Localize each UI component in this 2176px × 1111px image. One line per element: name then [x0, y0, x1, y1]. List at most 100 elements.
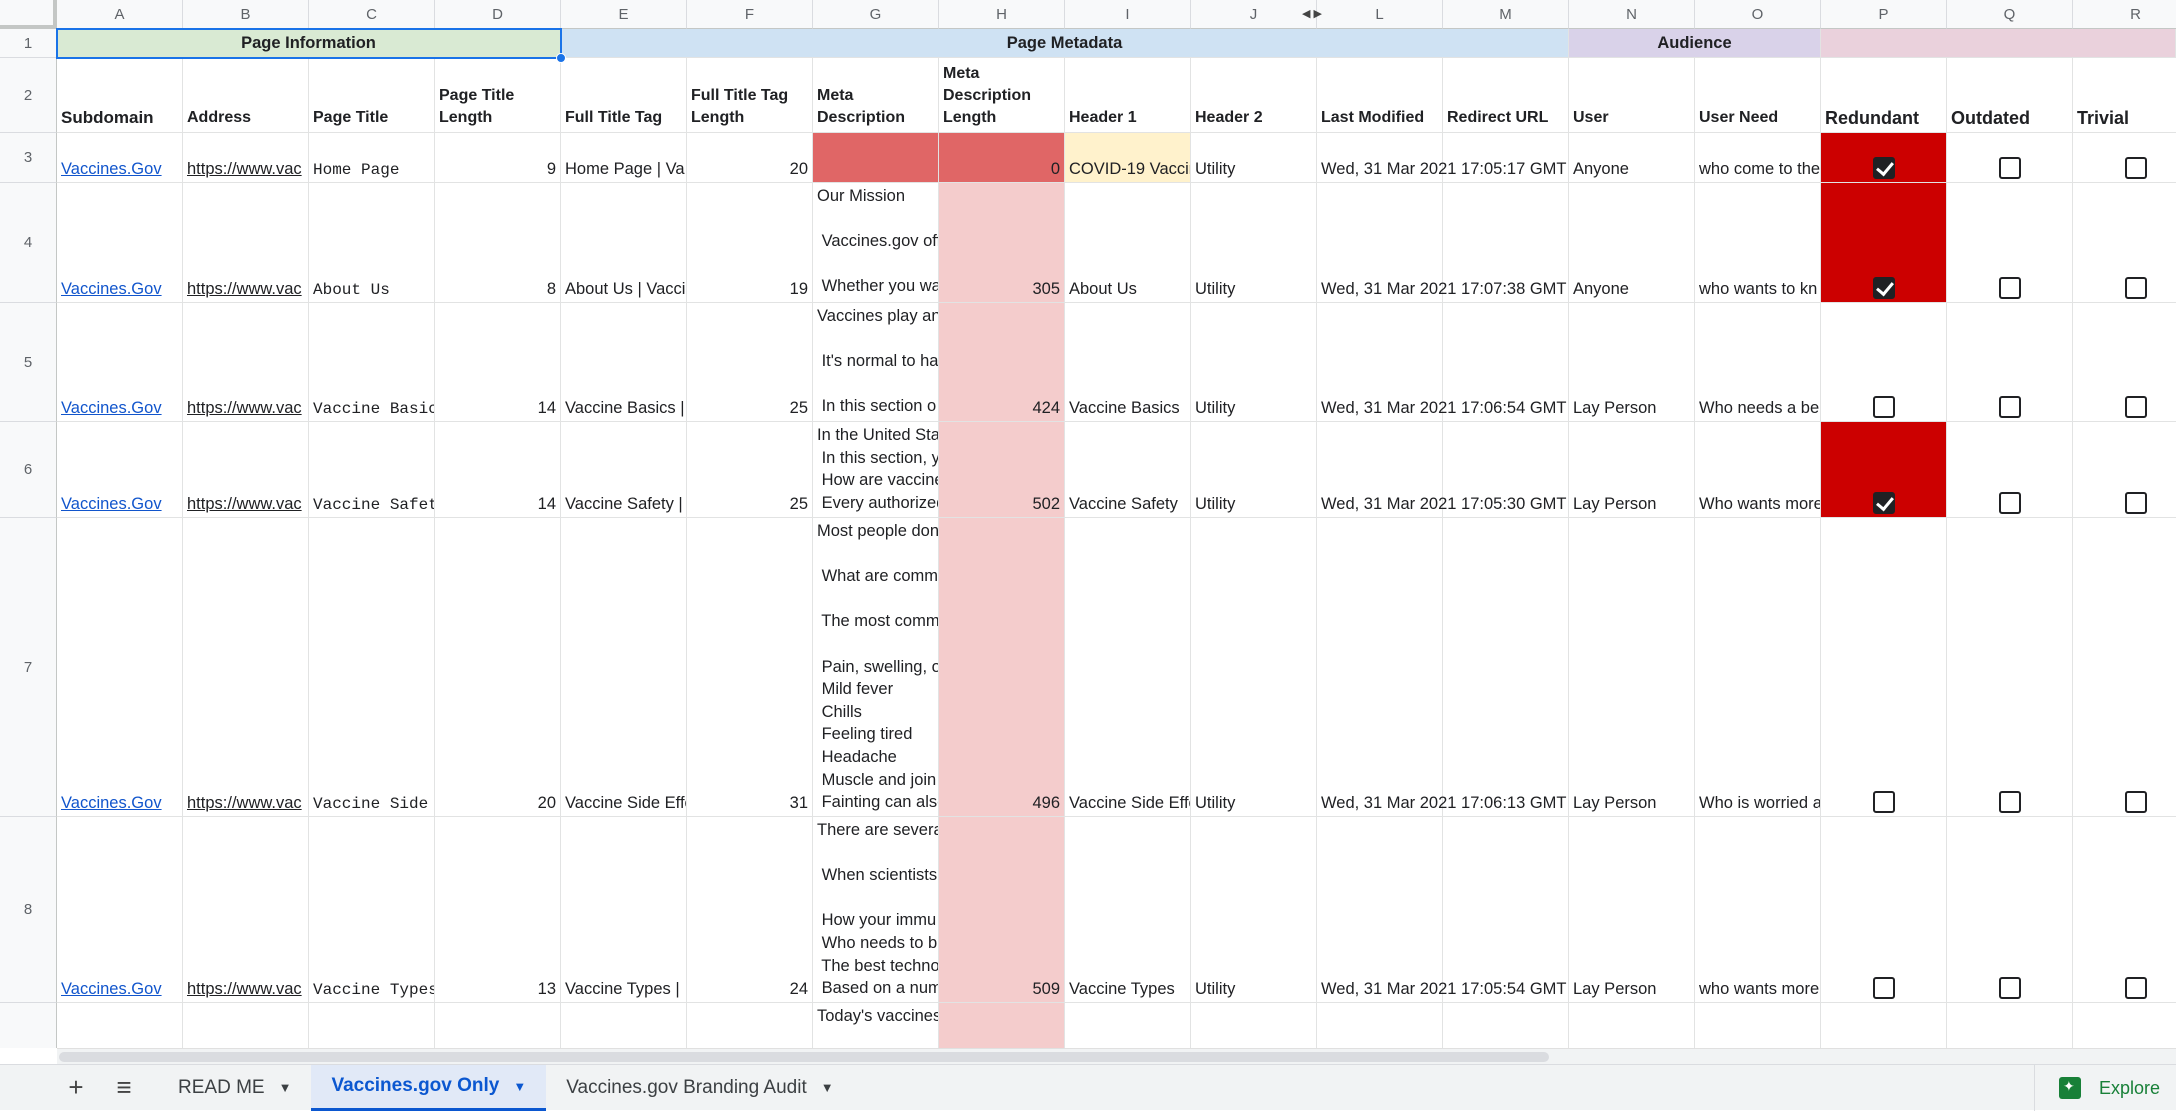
redundant-cell[interactable] — [1821, 518, 1947, 817]
meta-description-cell[interactable]: Today's vaccines — [813, 1003, 939, 1048]
redundant-checkbox[interactable] — [1872, 277, 1895, 299]
redundant-cell[interactable] — [1821, 303, 1947, 422]
user-need-cell[interactable]: who wants more — [1695, 817, 1821, 1003]
trivial-checkbox[interactable] — [2124, 277, 2147, 299]
column-header-a[interactable]: A — [57, 0, 183, 29]
redirect-url-cell[interactable] — [1443, 422, 1569, 518]
page-title-length-cell[interactable]: 14 — [435, 422, 561, 518]
address-link[interactable]: https://www.vac — [183, 518, 309, 817]
trivial-cell[interactable] — [2073, 518, 2176, 817]
outdated-checkbox[interactable] — [1998, 492, 2021, 514]
outdated-checkbox[interactable] — [1998, 791, 2021, 813]
outdated-cell[interactable] — [1947, 183, 2073, 303]
empty-cell[interactable] — [2073, 1003, 2176, 1048]
redundant-checkbox[interactable] — [1872, 791, 1895, 813]
header-header-2[interactable]: Header 2 — [1191, 58, 1317, 133]
band-page-information[interactable]: Page Information — [57, 29, 561, 58]
empty-cell[interactable] — [435, 1003, 561, 1048]
empty-cell[interactable] — [1065, 1003, 1191, 1048]
header-redundant[interactable]: Redundant — [1821, 58, 1947, 133]
header-page-title-length[interactable]: Page Title Length — [435, 58, 561, 133]
trivial-checkbox[interactable] — [2124, 492, 2147, 514]
page-title-length-cell[interactable]: 9 — [435, 133, 561, 183]
empty-cell[interactable] — [1695, 1003, 1821, 1048]
meta-description-length-cell[interactable]: 509 — [939, 817, 1065, 1003]
row-header-2[interactable]: 2 — [0, 58, 57, 133]
full-title-tag-length-cell[interactable]: 20 — [687, 133, 813, 183]
row-header-9[interactable] — [0, 1003, 57, 1048]
column-header-l[interactable]: L — [1317, 0, 1443, 29]
header-page-title[interactable]: Page Title — [309, 58, 435, 133]
redundant-checkbox[interactable] — [1872, 977, 1895, 999]
user-need-cell[interactable]: Who needs a be — [1695, 303, 1821, 422]
spreadsheet-grid[interactable]: A B C D E F G H I J L M N O P Q R ◀ ▶ 1 2 3 4 5 6 7 8 Page Informa… — [0, 0, 2176, 1048]
user-cell[interactable]: Lay Person — [1569, 518, 1695, 817]
outdated-checkbox[interactable] — [1998, 277, 2021, 299]
empty-cell[interactable] — [1821, 1003, 1947, 1048]
address-link[interactable]: https://www.vac — [183, 183, 309, 303]
last-modified-cell[interactable]: Wed, 31 Mar 2021 17:05:17 GMT — [1317, 133, 1567, 183]
redirect-url-cell[interactable] — [1443, 817, 1569, 1003]
header-2-cell[interactable]: Utility — [1191, 817, 1317, 1003]
meta-description-cell[interactable] — [813, 133, 939, 183]
meta-description-cell[interactable]: There are severa When scientists How you… — [813, 817, 939, 1003]
scrollbar-thumb[interactable] — [59, 1052, 1549, 1062]
full-title-tag-cell[interactable]: About Us | Vacci — [561, 183, 687, 303]
redirect-url-cell[interactable] — [1443, 518, 1569, 817]
column-header-f[interactable]: F — [687, 0, 813, 29]
redirect-url-cell[interactable] — [1443, 133, 1569, 183]
caret-down-icon[interactable]: ▼ — [513, 1078, 527, 1094]
empty-cell[interactable] — [57, 1003, 183, 1048]
address-link[interactable]: https://www.vac — [183, 817, 309, 1003]
full-title-tag-length-cell[interactable]: 31 — [687, 518, 813, 817]
address-link[interactable]: https://www.vac — [183, 133, 309, 183]
user-cell[interactable]: Anyone — [1569, 133, 1695, 183]
full-title-tag-length-cell[interactable]: 25 — [687, 303, 813, 422]
selection-fill-handle[interactable] — [556, 53, 566, 63]
user-cell[interactable]: Anyone — [1569, 183, 1695, 303]
meta-description-cell[interactable]: Vaccines play an It's normal to ha In th… — [813, 303, 939, 422]
header-1-cell[interactable]: Vaccine Types — [1065, 817, 1191, 1003]
empty-cell[interactable] — [1317, 1003, 1443, 1048]
column-header-d[interactable]: D — [435, 0, 561, 29]
header-full-title-tag[interactable]: Full Title Tag — [561, 58, 687, 133]
user-cell[interactable]: Lay Person — [1569, 422, 1695, 518]
trivial-cell[interactable] — [2073, 422, 2176, 518]
header-redirect-url[interactable]: Redirect URL — [1443, 58, 1569, 133]
last-modified-cell[interactable]: Wed, 31 Mar 2021 17:06:13 GMT — [1317, 518, 1567, 817]
meta-description-length-cell[interactable]: 496 — [939, 518, 1065, 817]
outdated-cell[interactable] — [1947, 518, 2073, 817]
all-sheets-button[interactable]: ≡ — [100, 1065, 148, 1111]
subdomain-link[interactable]: Vaccines.Gov — [57, 183, 183, 303]
empty-cell[interactable] — [687, 1003, 813, 1048]
band-rot[interactable] — [1821, 29, 2176, 58]
full-title-tag-cell[interactable]: Vaccine Basics | — [561, 303, 687, 422]
empty-cell[interactable] — [309, 1003, 435, 1048]
subdomain-link[interactable]: Vaccines.Gov — [57, 422, 183, 518]
subdomain-link[interactable]: Vaccines.Gov — [57, 817, 183, 1003]
header-2-cell[interactable]: Utility — [1191, 183, 1317, 303]
address-link[interactable]: https://www.vac — [183, 422, 309, 518]
empty-cell[interactable] — [561, 1003, 687, 1048]
header-1-cell[interactable]: Vaccine Side Effe — [1065, 518, 1191, 817]
empty-cell[interactable] — [939, 1003, 1065, 1048]
column-header-i[interactable]: I — [1065, 0, 1191, 29]
column-header-b[interactable]: B — [183, 0, 309, 29]
horizontal-scrollbar[interactable] — [57, 1048, 2176, 1064]
redundant-cell[interactable] — [1821, 133, 1947, 183]
trivial-cell[interactable] — [2073, 183, 2176, 303]
meta-description-cell[interactable]: Most people don What are comm The most c… — [813, 518, 939, 817]
trivial-cell[interactable] — [2073, 133, 2176, 183]
header-meta-description-length[interactable]: Meta Description Length — [939, 58, 1065, 133]
column-header-j[interactable]: J — [1191, 0, 1317, 29]
page-title-cell[interactable]: Home Page — [309, 133, 435, 183]
empty-cell[interactable] — [1947, 1003, 2073, 1048]
outdated-cell[interactable] — [1947, 133, 2073, 183]
empty-cell[interactable] — [1191, 1003, 1317, 1048]
user-need-cell[interactable]: Who wants more — [1695, 422, 1821, 518]
page-title-length-cell[interactable]: 8 — [435, 183, 561, 303]
trivial-checkbox[interactable] — [2124, 791, 2147, 813]
header-1-cell[interactable]: Vaccine Safety — [1065, 422, 1191, 518]
row-header-4[interactable]: 4 — [0, 183, 57, 303]
trivial-checkbox[interactable] — [2124, 396, 2147, 418]
